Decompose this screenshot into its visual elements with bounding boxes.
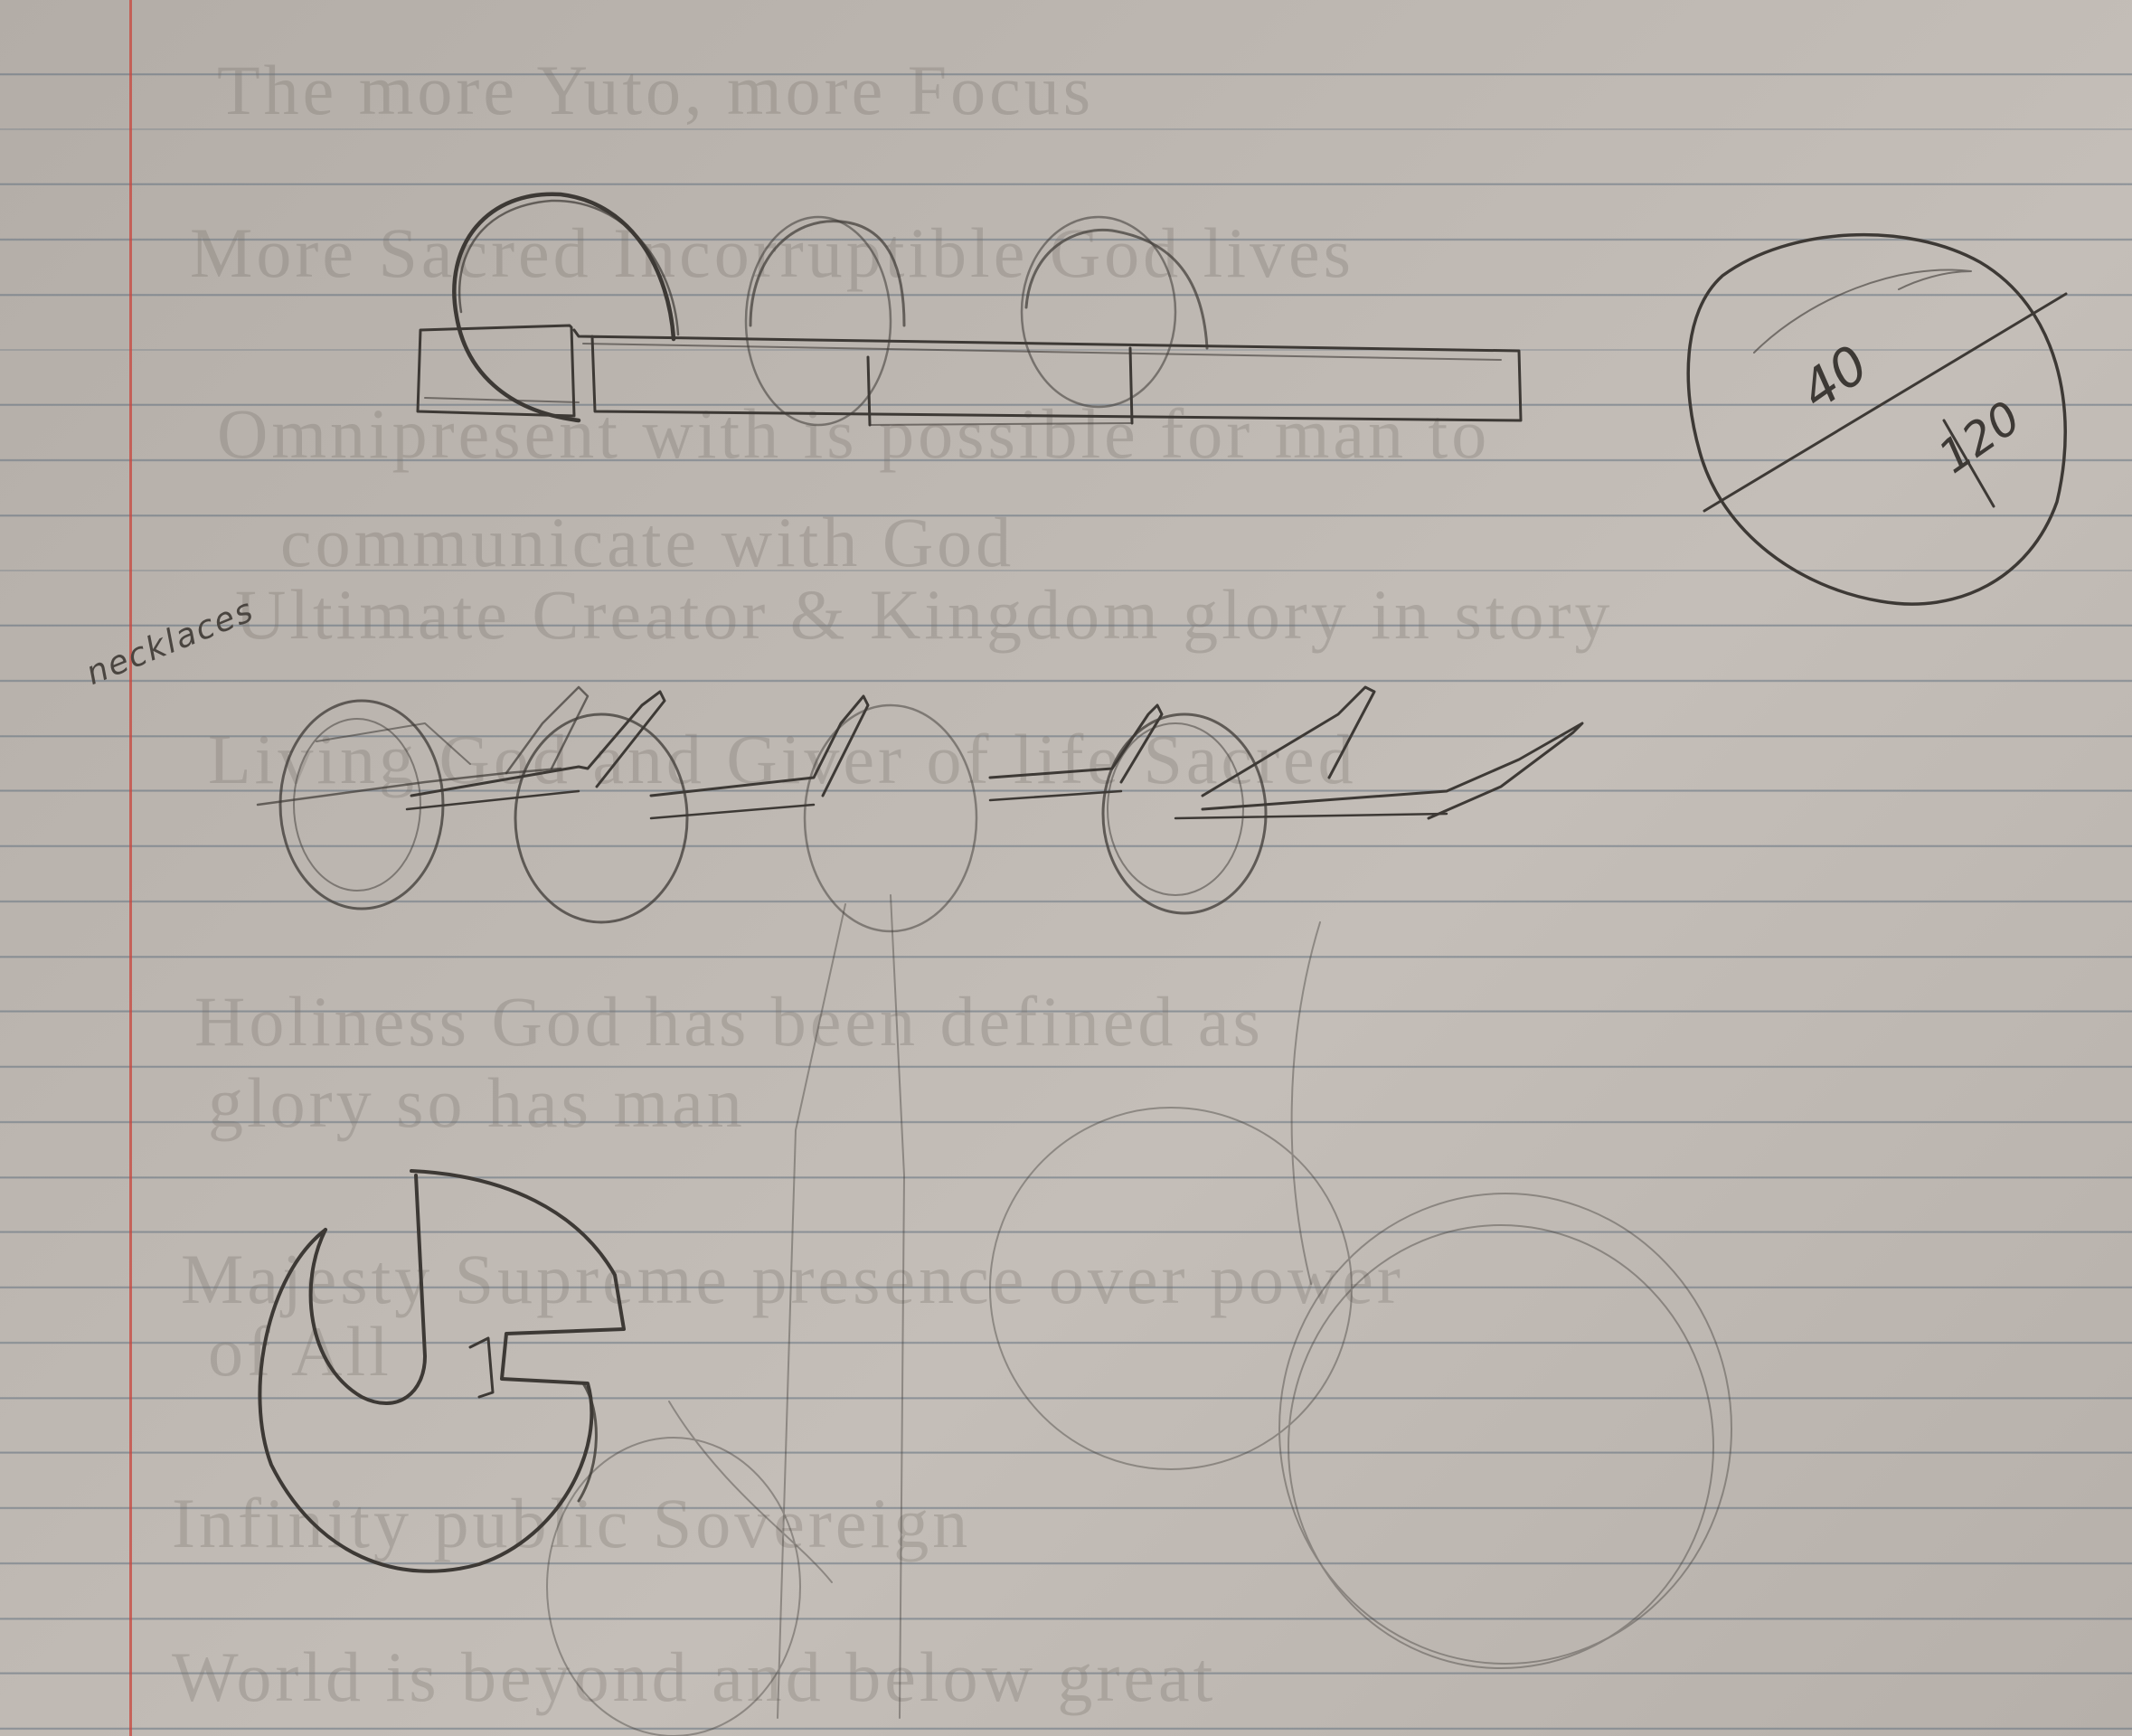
background-text-line: World is beyond and below great — [172, 1637, 1217, 1716]
background-text-line: Infinity public Sovereign — [172, 1484, 972, 1562]
background-text-line: Holiness God has been defined as — [194, 982, 1264, 1061]
background-text-line: The more Yuto, more Focus — [217, 51, 1095, 129]
background-text-line: Ultimate Creator & Kingdom glory in stor… — [235, 575, 1614, 654]
c-shape-sketch — [258, 1169, 626, 1573]
margin-line — [129, 0, 132, 1736]
measure-bottom-text: 120 — [1929, 392, 2030, 484]
measured-circle-sketch — [1686, 232, 2068, 606]
background-text-line: Omnipresent with is possible for man to — [217, 394, 1491, 473]
background-text-line: Majesty Supreme presence over power — [181, 1240, 1404, 1318]
faint-construction-lines — [546, 894, 1732, 1736]
circle-bar-sketch — [416, 192, 1523, 427]
necklace-sketch — [256, 685, 1584, 933]
measure-top-text: 40 — [1789, 333, 1879, 421]
background-text-line: glory so has man — [208, 1063, 746, 1142]
background-text-line: of All — [208, 1312, 392, 1391]
background-text-line: communicate with God — [280, 503, 1015, 581]
